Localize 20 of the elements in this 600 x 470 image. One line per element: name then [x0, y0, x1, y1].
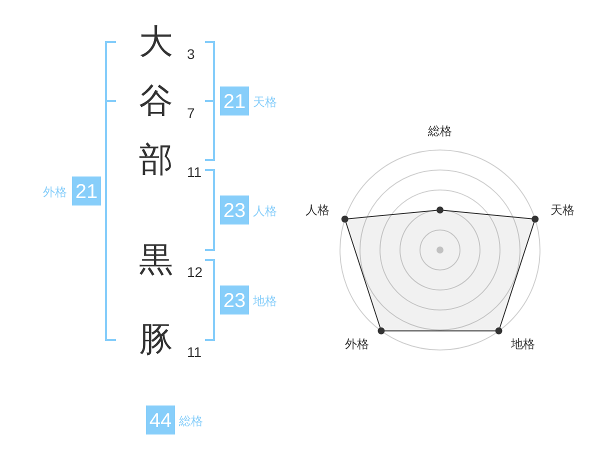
label: 外格: [43, 185, 67, 199]
character: 大: [139, 23, 173, 61]
data-label: 21: [75, 181, 98, 203]
data-label: 44: [149, 410, 172, 432]
character: 豚: [139, 321, 173, 359]
label: 天格: [253, 95, 277, 109]
value: 23: [220, 196, 249, 224]
value: 21: [72, 176, 101, 206]
data-label: 23: [223, 200, 246, 222]
character: 谷: [139, 82, 173, 120]
data-label: 23: [223, 290, 246, 312]
character: 部: [139, 141, 173, 179]
value: 21: [220, 86, 249, 116]
data-label: 21: [223, 91, 246, 113]
value: 23: [220, 286, 249, 314]
value: 44: [146, 406, 175, 434]
character: 黒: [139, 241, 173, 279]
label: 総格: [179, 414, 203, 428]
label: 人格: [253, 204, 277, 218]
label: 地格: [253, 294, 277, 308]
